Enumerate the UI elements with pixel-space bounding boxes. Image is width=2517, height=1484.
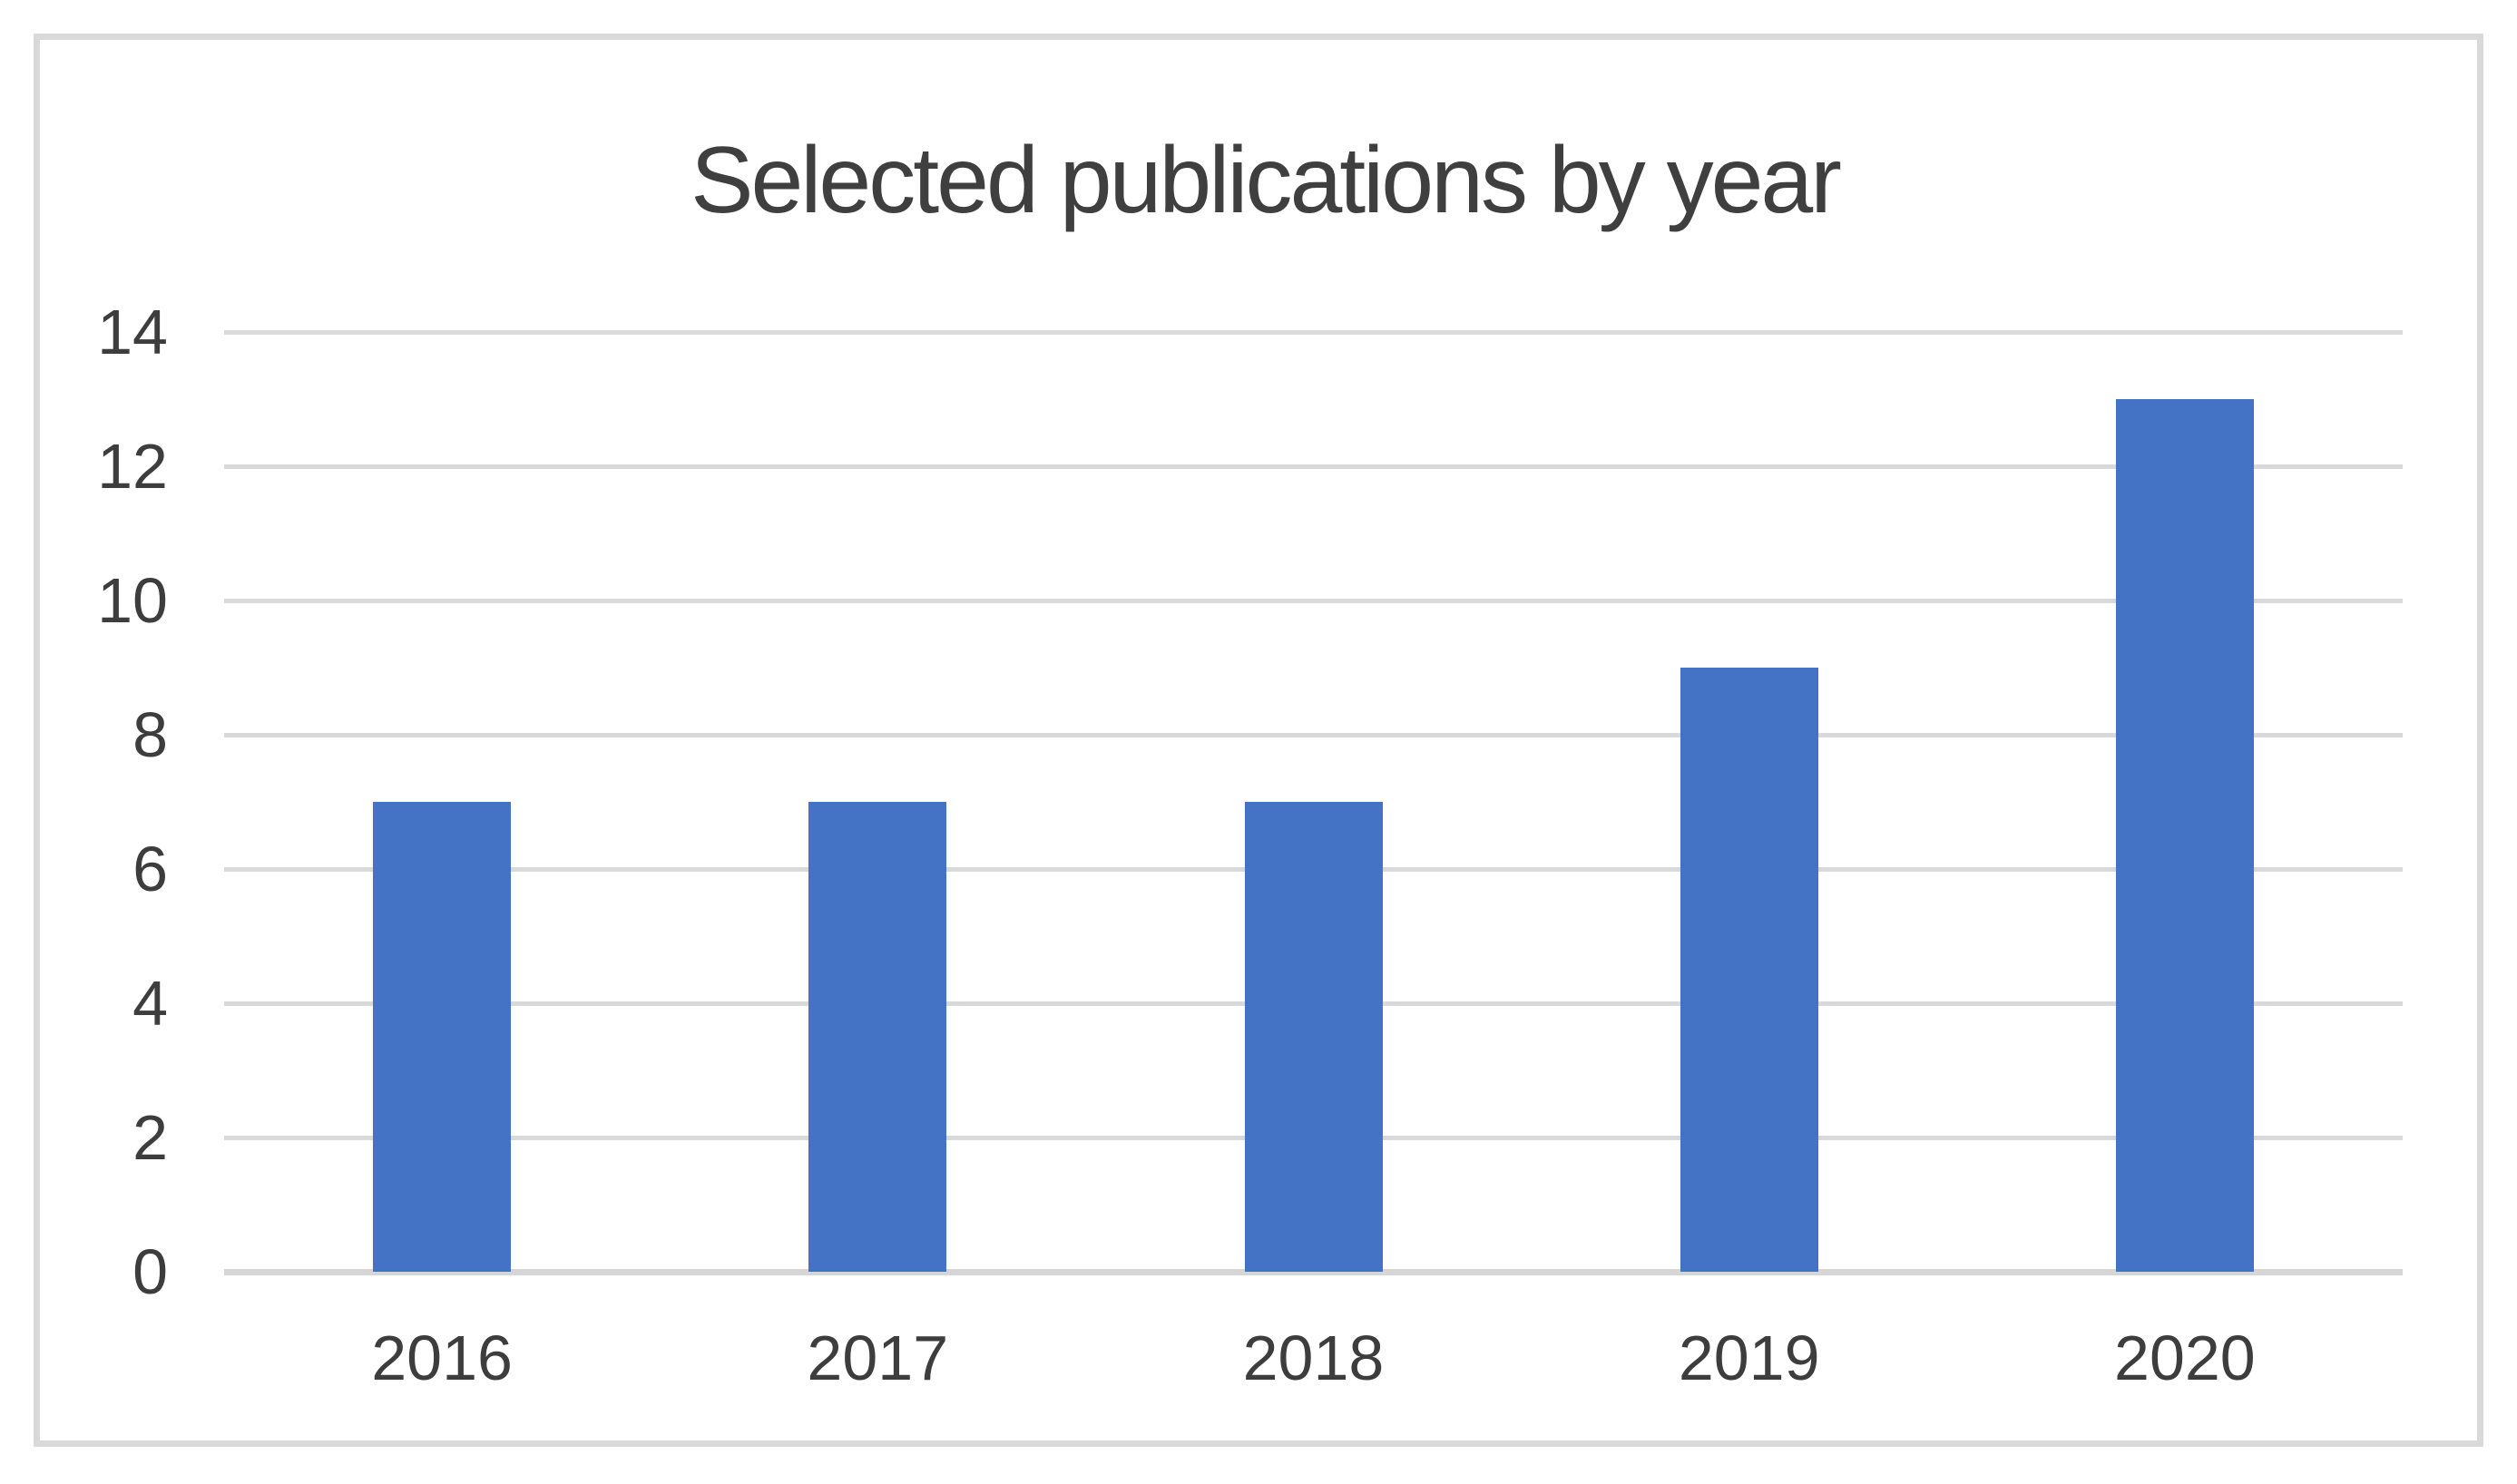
plot-area: 0 2 4 6 8 10 12 14 2016 2017 2018 2019 2020 (40, 40, 2490, 1440)
gridline-y12 (224, 464, 2403, 469)
bar-2017 (808, 802, 947, 1272)
chart-frame: Selected publications by year 0 2 4 6 8 10 12 1… (34, 34, 2483, 1447)
chart-title: Selected publications by year (690, 128, 1842, 233)
y-tick-label-6: 6 (132, 834, 168, 904)
y-tick-label-8: 8 (132, 699, 168, 770)
bar-2016 (373, 802, 512, 1272)
gridline-y8 (224, 733, 2403, 737)
gridline-y14 (224, 330, 2403, 335)
y-tick-label-14: 14 (97, 297, 168, 367)
x-category-label-2018: 2018 (1242, 1323, 1385, 1393)
x-category-label-2017: 2017 (807, 1323, 949, 1393)
y-tick-label-12: 12 (97, 431, 168, 502)
y-tick-label-4: 4 (132, 968, 168, 1039)
y-tick-label-0: 0 (132, 1236, 168, 1307)
x-category-label-2016: 2016 (371, 1323, 513, 1393)
x-category-label-2020: 2020 (2114, 1323, 2256, 1393)
gridline-y10 (224, 599, 2403, 603)
x-axis-line (224, 1269, 2403, 1275)
bar-2018 (1244, 802, 1383, 1272)
x-category-label-2019: 2019 (1678, 1323, 1820, 1393)
y-tick-label-10: 10 (97, 565, 168, 636)
y-tick-label-2: 2 (132, 1102, 168, 1173)
bar-2019 (1680, 668, 1818, 1272)
bar-2020 (2115, 399, 2254, 1272)
